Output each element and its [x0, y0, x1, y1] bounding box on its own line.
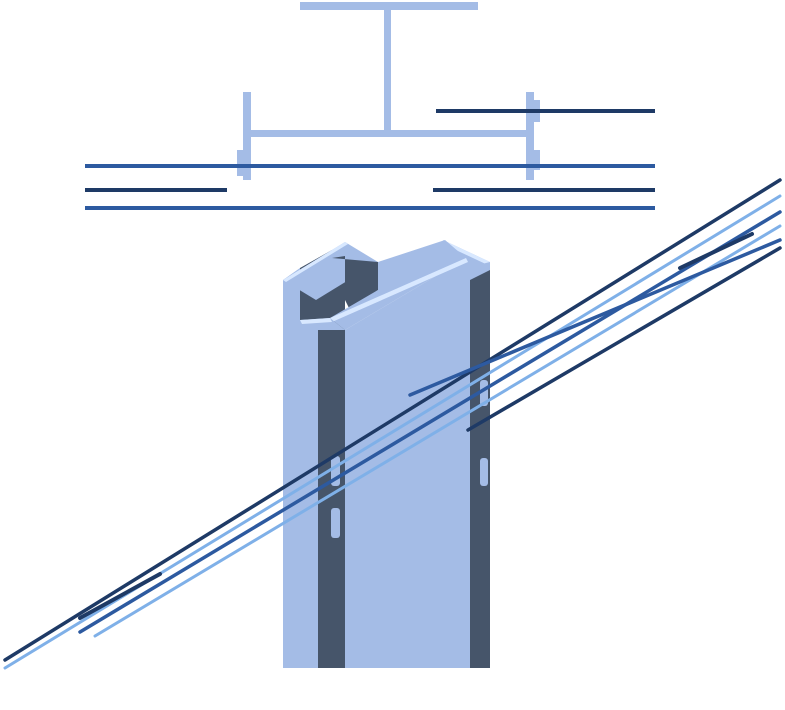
column-left-flange-outer	[283, 268, 300, 668]
diagonal-rebars	[3, 178, 782, 670]
bolt-slot-left-lower	[331, 508, 340, 538]
plan-section-view	[85, 2, 655, 210]
rebar-lap-right	[678, 232, 754, 270]
plan-t-flange	[300, 2, 478, 10]
rebar-diagonal-6	[466, 246, 782, 432]
plan-t-web	[384, 10, 391, 132]
column-left-flange-front-edge	[300, 318, 332, 324]
plan-rebar-upper-right	[436, 109, 655, 113]
plan-right-plate	[526, 92, 534, 180]
plan-connecting-plate	[248, 130, 530, 137]
plan-rebar-mid-left	[85, 188, 227, 192]
column-isometric-view	[283, 240, 490, 668]
plan-left-plate-nub	[237, 150, 243, 176]
column-right-flange-edge	[443, 240, 490, 266]
column-web-inner-shadow	[332, 256, 378, 310]
rebar-diagonal-1	[3, 178, 782, 662]
rebar-diagonal-4	[93, 224, 782, 638]
column-web-top-left-edge	[283, 242, 348, 282]
column-diagonal-web-edge	[330, 258, 468, 322]
column-left-flange-front-shadow	[318, 330, 345, 668]
column-web-top-left	[283, 242, 378, 300]
rebar-lap-left	[78, 572, 162, 620]
plan-rebar-main-bottom	[85, 206, 655, 210]
bolt-slot-right-lower	[480, 458, 488, 486]
plan-left-plate	[243, 92, 251, 180]
plan-rebar-mid-right	[433, 188, 655, 192]
rebar-diagonal-5	[408, 238, 782, 397]
rebar-diagonal-3	[78, 210, 782, 634]
plan-right-plate-nub-bottom	[534, 150, 540, 170]
plan-rebar-main-top	[85, 164, 655, 168]
column-front-web-face	[345, 258, 466, 668]
